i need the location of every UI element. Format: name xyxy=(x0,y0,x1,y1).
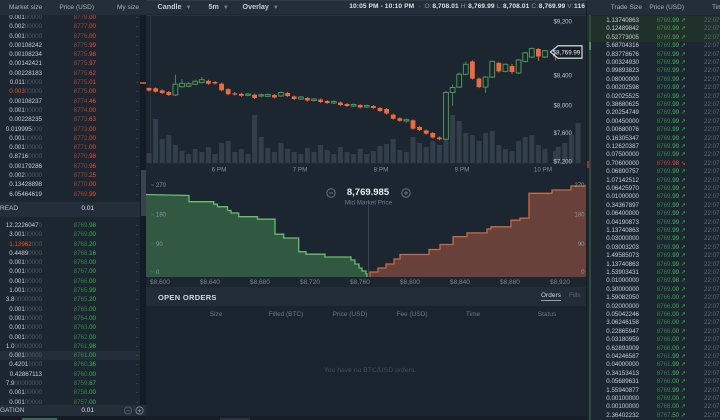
svg-text:$8,920: $8,920 xyxy=(550,279,570,286)
svg-text:$8,400: $8,400 xyxy=(554,74,573,80)
svg-text:$8,680: $8,680 xyxy=(250,279,270,286)
svg-text:10 PM: 10 PM xyxy=(534,167,552,174)
svg-text:$9,200: $9,200 xyxy=(554,19,573,25)
svg-text:270: 270 xyxy=(574,183,585,189)
svg-text:$8,000: $8,000 xyxy=(554,104,573,110)
svg-text:$8,800: $8,800 xyxy=(400,279,420,286)
svg-text:$8,600: $8,600 xyxy=(150,279,170,286)
svg-text:$8,840: $8,840 xyxy=(450,279,470,286)
svg-text:$8,720: $8,720 xyxy=(300,279,320,286)
svg-text:$8,880: $8,880 xyxy=(500,279,520,286)
svg-text:$7,600: $7,600 xyxy=(554,131,573,137)
svg-text:7 PM: 7 PM xyxy=(293,167,308,174)
svg-text:$8,760: $8,760 xyxy=(350,279,370,286)
svg-text:$8,640: $8,640 xyxy=(200,279,220,286)
svg-text:0: 0 xyxy=(156,270,160,276)
svg-text:8 PM: 8 PM xyxy=(374,167,389,174)
svg-text:Mid Market Price: Mid Market Price xyxy=(345,200,393,207)
svg-text:0: 0 xyxy=(581,270,585,276)
svg-text:9 PM: 9 PM xyxy=(455,167,470,174)
svg-text:$7,200: $7,200 xyxy=(554,160,573,166)
svg-text:180: 180 xyxy=(574,213,585,219)
svg-text:90: 90 xyxy=(578,242,585,248)
svg-text:180: 180 xyxy=(156,213,167,219)
svg-text:270: 270 xyxy=(156,183,167,189)
svg-text:$8,769.99: $8,769.99 xyxy=(553,50,581,57)
svg-text:8,769.985: 8,769.985 xyxy=(347,187,390,198)
svg-text:6 PM: 6 PM xyxy=(212,167,227,174)
svg-text:90: 90 xyxy=(156,242,163,248)
